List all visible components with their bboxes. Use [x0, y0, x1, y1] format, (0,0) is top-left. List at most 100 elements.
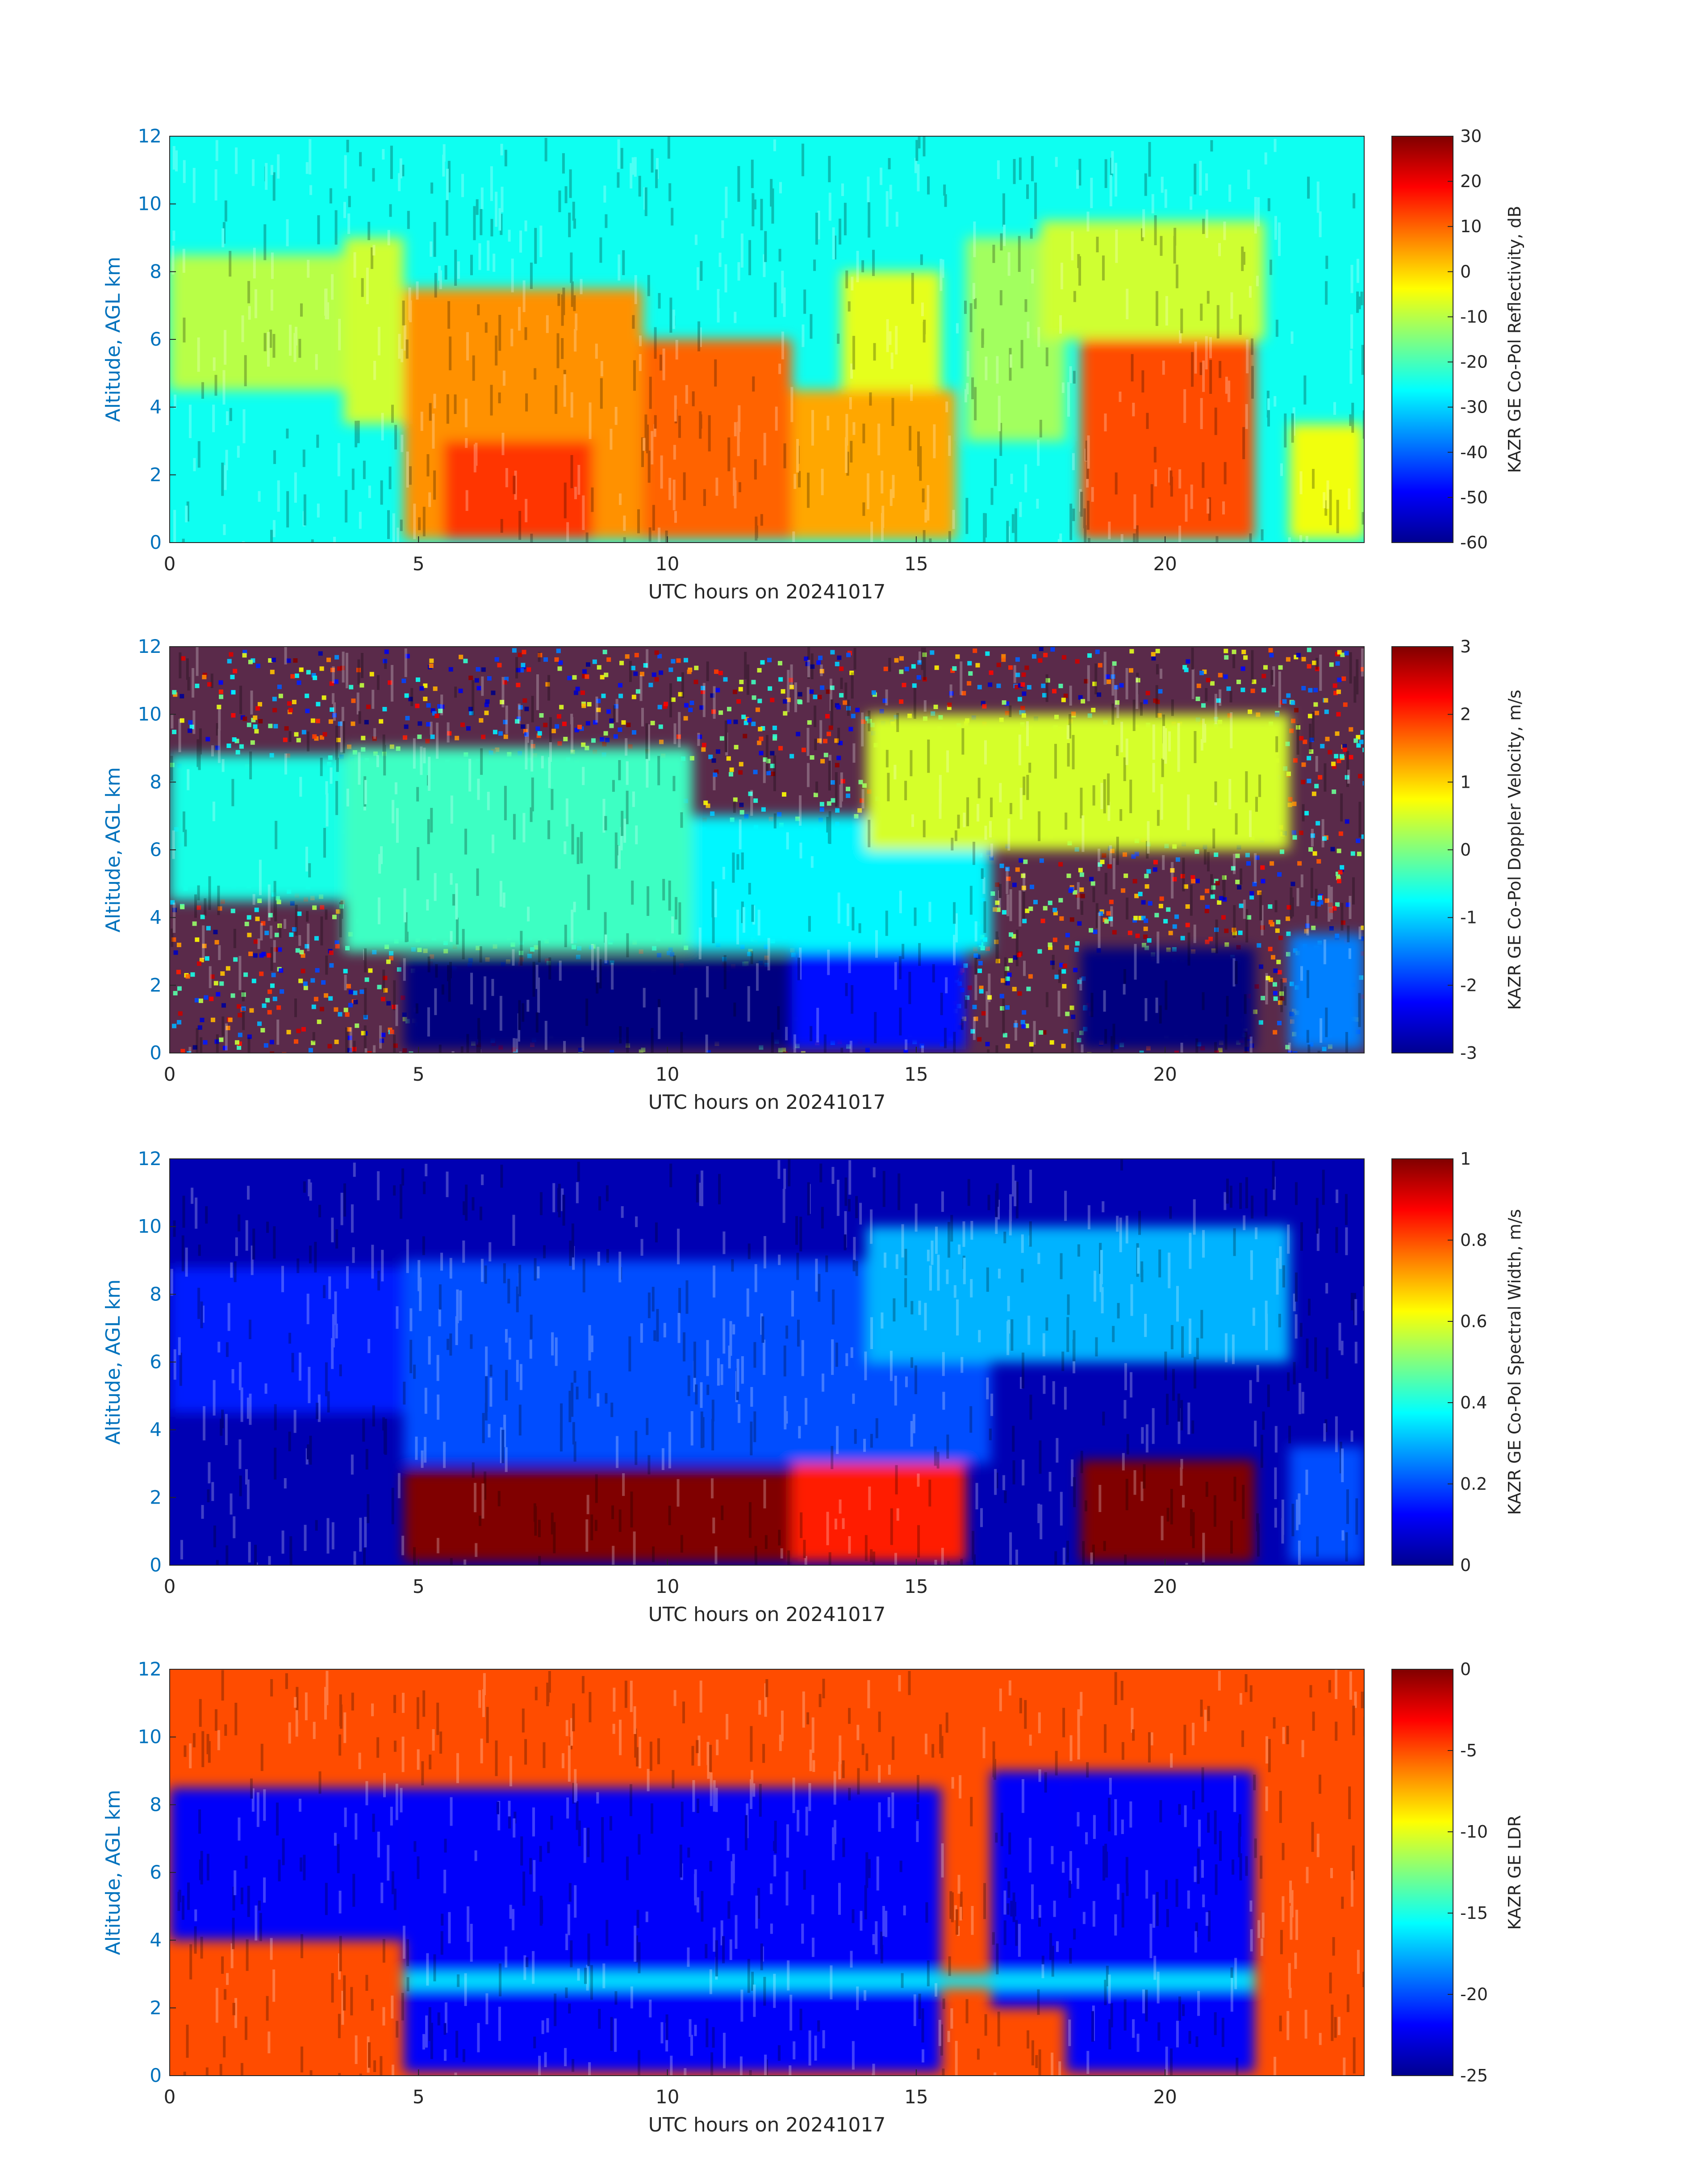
heatmap-cell: [344, 748, 693, 952]
heatmap-cell: [403, 1470, 792, 1562]
colorbar-tick-label: -20: [1460, 352, 1488, 372]
colorbar-tick-label: 3: [1460, 637, 1471, 656]
y-tick-label: 8: [150, 1793, 162, 1815]
colorbar-tick-label: -10: [1460, 1822, 1488, 1842]
y-tick-label: 4: [150, 1929, 162, 1951]
colorbar-tick-label: -50: [1460, 488, 1488, 507]
colorbar-tick-label: 0.8: [1460, 1230, 1487, 1250]
y-tick-label: 10: [138, 703, 162, 725]
colorbar-label: KAZR GE Co-Pol Spectral Width, m/s: [1505, 1209, 1524, 1515]
heatmap-cell: [792, 951, 966, 1050]
colorbar-tick-label: 0: [1460, 1555, 1471, 1575]
colorbar-tick-label: 0: [1460, 1659, 1471, 1679]
heatmap-cell: [1289, 934, 1364, 1050]
colorbar-tick-label: -3: [1460, 1043, 1477, 1063]
heatmap-cell: [642, 339, 792, 539]
colorbar-gradient: [1391, 646, 1453, 1053]
heatmap-cell: [1065, 1771, 1255, 2073]
y-tick-label: 6: [150, 1351, 162, 1373]
y-tick-label: 10: [138, 1726, 162, 1748]
colorbar-tick-label: -40: [1460, 443, 1488, 462]
colorbar-label: KAZR GE Co-Pol Reflectivity, dB: [1505, 206, 1524, 473]
y-tick-label: 6: [150, 839, 162, 861]
x-tick-label: 5: [413, 1575, 425, 1597]
x-tick-label: 10: [656, 1063, 679, 1085]
colorbar-tick-label: -1: [1460, 908, 1477, 928]
colorbar: 0 -5 -10 -15 -20 -25 KAZR GE LDR: [1391, 1659, 1524, 2085]
heatmap-cell: [170, 1788, 404, 1940]
colorbar-tick-label: 1: [1460, 772, 1471, 792]
x-tick-label: 15: [904, 1063, 928, 1085]
heatmap-cell: [792, 390, 956, 539]
colorbar-tick-label: 20: [1460, 171, 1482, 191]
heatmap-cell: [344, 238, 404, 424]
y-axis-label: Altitude, AGL km: [102, 1790, 125, 1955]
x-tick-label: 20: [1153, 553, 1177, 575]
x-tick-label: 5: [413, 2086, 425, 2108]
x-axis-label: UTC hours on 20241017: [648, 1091, 886, 1114]
y-tick-label: 4: [150, 396, 162, 418]
x-tick-label: 5: [413, 553, 425, 575]
colorbar-tick-label: -20: [1460, 1985, 1488, 2004]
colorbar-tick-label: 0.6: [1460, 1312, 1487, 1331]
y-tick-label: 8: [150, 260, 162, 282]
y-tick-label: 12: [138, 1148, 162, 1170]
colorbar-tick-label: 0.4: [1460, 1393, 1487, 1412]
y-tick-label: 6: [150, 1861, 162, 1883]
x-tick-label: 20: [1153, 1575, 1177, 1597]
heatmap-texture: [170, 647, 1364, 1053]
heatmap-texture: [177, 1669, 1364, 2076]
colorbar-tick-label: -15: [1460, 1903, 1488, 1923]
colorbar-tick-label: -2: [1460, 975, 1477, 995]
y-tick-label: 8: [150, 1283, 162, 1305]
colorbar-label: KAZR GE LDR: [1505, 1815, 1524, 1930]
y-tick-label: 0: [150, 2064, 162, 2086]
y-tick-label: 8: [150, 771, 162, 793]
heatmap-cell: [403, 1974, 1255, 1988]
y-tick-label: 12: [138, 125, 162, 147]
colorbar-tick-label: -30: [1460, 397, 1488, 417]
heatmap-cell: [866, 714, 1290, 850]
y-tick-label: 10: [138, 1216, 162, 1237]
y-tick-label: 12: [138, 1658, 162, 1680]
x-tick-label: 10: [656, 2086, 679, 2108]
heatmap-cell: [170, 755, 344, 901]
heatmap-cell: [170, 255, 344, 390]
colorbar-tick-label: 0.2: [1460, 1474, 1487, 1494]
x-tick-label: 5: [413, 1063, 425, 1085]
heatmap-texture: [171, 136, 1364, 543]
colorbar: 30 20 10 0 -10 -20 -30 -40 -50 -60 KAZR GE Co-Pol …: [1391, 126, 1524, 552]
y-tick-label: 6: [150, 328, 162, 350]
colorbar-tick-label: -60: [1460, 533, 1488, 552]
y-tick-label: 2: [150, 1486, 162, 1508]
colorbar-tick-label: 2: [1460, 705, 1471, 724]
x-tick-label: 15: [904, 553, 928, 575]
x-tick-label: 0: [164, 2086, 176, 2108]
colorbar-tick-label: -25: [1460, 2066, 1488, 2085]
y-tick-label: 12: [138, 635, 162, 657]
heatmap-field: [170, 136, 1364, 543]
y-tick-label: 0: [150, 1554, 162, 1576]
heatmap-cell: [866, 1226, 1290, 1362]
heatmap-cell: [792, 1463, 966, 1562]
y-tick-label: 2: [150, 464, 162, 485]
heatmap-cell: [443, 441, 593, 539]
panel-reflectivity: 0 2 4 6 8 10 12 0 5 10 15 20 Altitude, AGL km UTC hou…: [102, 125, 1524, 603]
heatmap-cell: [1289, 1446, 1364, 1562]
x-axis-label: UTC hours on 20241017: [648, 581, 886, 603]
heatmap-texture: [170, 1159, 1364, 1565]
colorbar-tick-label: -10: [1460, 307, 1488, 326]
colorbar: 1 0.8 0.6 0.4 0.2 0 KAZR GE Co-Pol Spectral Wi…: [1391, 1149, 1524, 1575]
x-tick-label: 0: [164, 553, 176, 575]
heatmap-cell: [170, 1267, 404, 1413]
x-tick-label: 20: [1153, 1063, 1177, 1085]
colorbar-tick-label: 1: [1460, 1149, 1471, 1169]
heatmap-field: [170, 647, 1364, 1053]
colorbar-tick-label: 0: [1460, 262, 1471, 281]
colorbar-tick-label: 0: [1460, 840, 1471, 860]
panel-ldr: 0 2 4 6 8 10 12 0 5 10 15 20 Altitude, AGL km UTC hou…: [102, 1658, 1524, 2136]
heatmap-cell: [403, 958, 792, 1050]
